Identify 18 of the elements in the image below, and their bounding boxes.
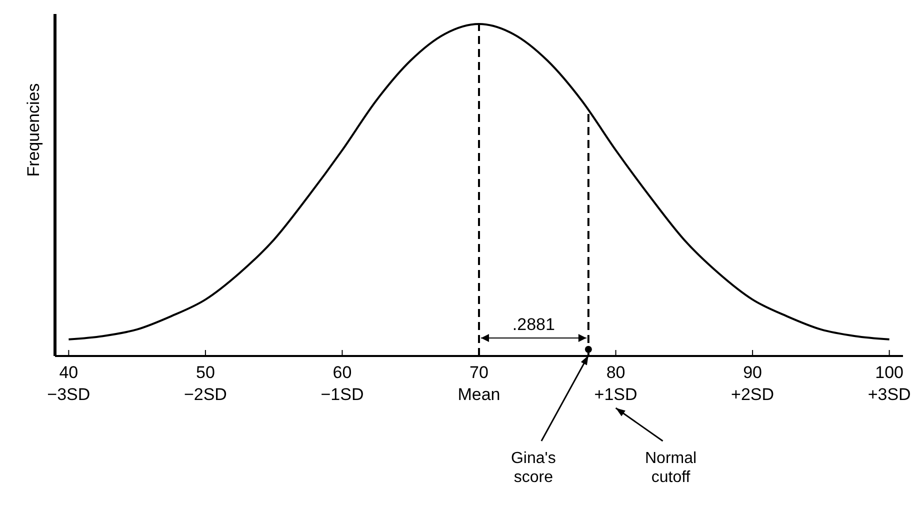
x-tick-label: 100 <box>875 363 904 382</box>
text: −2SD <box>184 385 227 404</box>
x-tick-label: 40 <box>59 363 78 382</box>
x-tick-label: 80 <box>606 363 626 382</box>
text: −3SD <box>47 385 90 404</box>
y-axis-title: Frequencies <box>24 83 43 177</box>
text: +1SD <box>594 385 638 404</box>
annotation: Gina's score <box>510 450 556 486</box>
text: +3SD <box>868 385 911 404</box>
x-tick-label: 90 <box>743 363 762 382</box>
text: +2SD <box>731 385 774 404</box>
x-tick-label: 60 <box>332 363 352 382</box>
text: Mean <box>458 385 500 404</box>
annotation: .2881 <box>512 315 555 334</box>
text: Normal cutoff <box>644 450 697 486</box>
text: −1SD <box>320 385 364 404</box>
x-tick-label: 50 <box>196 363 215 382</box>
x-tick-label: 70 <box>470 363 488 382</box>
